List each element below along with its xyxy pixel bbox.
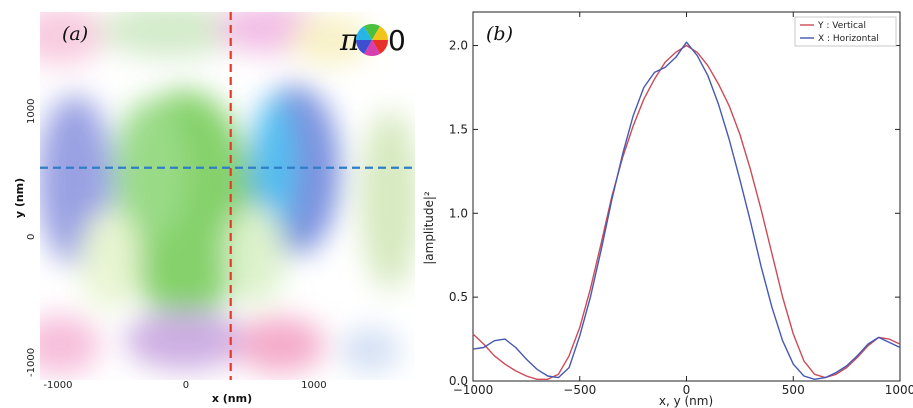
panel-a-y-tick-label: -1000 <box>26 348 37 377</box>
colorwheel-label-left: π <box>339 23 361 58</box>
panel-b-label: (b) <box>486 23 513 45</box>
panel-b-x-tick-label: 1000 <box>885 383 913 397</box>
legend: Y : Vertical X : Horizontal <box>794 16 897 47</box>
panel-a-x-axis-label: x (nm) <box>212 392 252 405</box>
panel-b-y-tick-label: 2.0 <box>449 39 468 53</box>
legend-label-vertical: Y : Vertical <box>817 21 866 31</box>
panel-b-y-tick-label: 0.0 <box>449 374 468 388</box>
panel-b: −1000 −500 0 500 1000 0.0 0.5 1.0 1.5 2.0 (b) Y :… <box>422 11 913 408</box>
panel-b-y-axis-label: |amplitude|² <box>422 191 436 265</box>
panel-b-x-tick-label: 0 <box>683 383 691 397</box>
panel-a-y-axis-label: y (nm) <box>13 178 26 218</box>
phase-map-image <box>40 12 415 375</box>
colorwheel-label-right: 0 <box>388 24 406 57</box>
panel-a-y-tick-label: 1000 <box>26 98 37 123</box>
plot-area <box>472 11 901 382</box>
panel-b-x-tick-label: −500 <box>563 383 596 397</box>
legend-box <box>794 16 897 47</box>
panel-b-x-tick-label: −1000 <box>453 383 494 397</box>
panel-b-x-axis-label: x, y (nm) <box>659 394 713 408</box>
panel-b-x-tick-label: 500 <box>782 383 805 397</box>
panel-a: π 0 (a) -1000 0 1000 1000 0 -1000 x (nm) y (… <box>13 12 415 405</box>
panel-a-y-ticks: 1000 0 -1000 <box>26 98 37 376</box>
colorwheel-legend: π 0 <box>339 23 406 58</box>
panel-a-x-tick-label: -1000 <box>43 380 72 391</box>
panel-b-y-tick-label: 0.5 <box>449 290 468 304</box>
panel-b-ticks: −1000 −500 0 500 1000 0.0 0.5 1.0 1.5 2.0 <box>449 12 913 397</box>
panel-b-y-tick-label: 1.0 <box>449 206 468 220</box>
panel-a-x-ticks: -1000 0 1000 <box>43 380 326 391</box>
panel-a-x-tick-label: 1000 <box>301 380 326 391</box>
panel-b-series <box>472 41 901 380</box>
panel-b-y-tick-label: 1.5 <box>449 122 468 136</box>
legend-label-horizontal: X : Horizontal <box>818 34 879 44</box>
panel-a-x-tick-label: 0 <box>183 380 189 391</box>
series-line-horizontal <box>472 41 901 380</box>
panel-a-y-tick-label: 0 <box>26 234 37 240</box>
panel-a-label: (a) <box>62 23 88 45</box>
